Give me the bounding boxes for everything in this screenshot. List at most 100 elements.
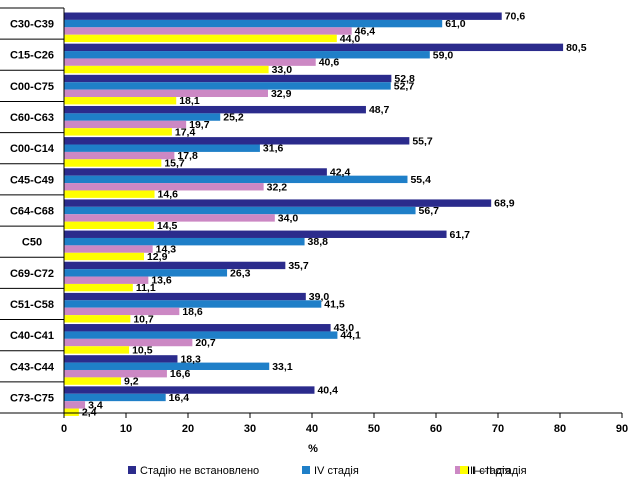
bar	[64, 276, 149, 284]
data-label: 18,1	[179, 95, 200, 107]
data-label: 59,0	[433, 49, 454, 61]
category-label: C00-C75	[10, 81, 54, 93]
bar	[64, 331, 338, 339]
category-label: C15-C26	[10, 50, 54, 62]
data-label: 18,3	[180, 353, 201, 365]
legend-label: IV стадія	[314, 465, 359, 477]
bar	[64, 89, 268, 98]
legend-label: Стадію не встановлено	[140, 465, 259, 477]
bar	[64, 74, 392, 83]
data-label: 14,5	[157, 220, 178, 232]
bar	[64, 338, 193, 347]
data-label: 44,1	[340, 330, 361, 342]
bar	[64, 283, 133, 292]
bar	[64, 58, 316, 66]
bar	[64, 34, 337, 43]
bar	[64, 43, 564, 52]
category-label: C64-C68	[10, 206, 54, 218]
data-label: 55,4	[410, 174, 431, 186]
bar	[64, 401, 86, 409]
x-tick-label: 10	[120, 423, 132, 435]
bar	[64, 269, 228, 277]
bar	[64, 168, 327, 176]
bar	[64, 355, 178, 363]
data-label: 32,2	[267, 181, 288, 193]
data-label: 3,4	[88, 399, 103, 411]
data-label: 52,7	[394, 80, 415, 92]
bar	[64, 315, 131, 323]
bar	[64, 190, 155, 198]
bar	[64, 159, 162, 167]
bar	[64, 97, 177, 105]
bar	[64, 362, 270, 370]
x-axis: 0 10 20 30 40 50 60 70 80 90	[61, 8, 628, 435]
data-label: 9,2	[124, 376, 139, 388]
category-label: C00-C14	[10, 143, 55, 155]
data-label: 38,8	[308, 236, 329, 248]
data-label: 20,7	[195, 337, 216, 349]
data-label: 40,6	[319, 57, 340, 69]
bar	[64, 82, 391, 90]
bar	[64, 221, 154, 230]
x-tick-label: 50	[368, 423, 380, 435]
data-label: 17,8	[177, 150, 198, 162]
data-label: 25,2	[223, 112, 244, 124]
data-label: 70,6	[505, 11, 526, 23]
bar	[64, 51, 430, 59]
category-label: C73-C75	[10, 392, 54, 404]
data-label: 68,9	[494, 198, 515, 210]
bar	[64, 199, 492, 207]
data-label: 44,0	[340, 33, 361, 45]
category-label: C30-C39	[10, 19, 54, 31]
bar	[64, 393, 166, 402]
data-label: 18,6	[182, 306, 203, 318]
data-label: 48,7	[369, 104, 390, 116]
bar	[64, 386, 315, 394]
legend-swatch	[302, 466, 310, 474]
data-label: 55,7	[412, 135, 433, 147]
bar	[64, 245, 153, 253]
data-label: 33,0	[272, 64, 293, 76]
category-label: C69-C72	[10, 268, 54, 280]
bar	[64, 292, 306, 301]
x-tick-label: 90	[616, 423, 628, 435]
data-label: 80,5	[566, 42, 587, 54]
bar	[64, 408, 79, 416]
bar	[64, 252, 144, 261]
data-label: 12,9	[147, 251, 168, 263]
data-label: 56,7	[419, 205, 440, 217]
bar	[64, 105, 366, 114]
data-label: 43,0	[334, 322, 355, 334]
legend-swatch	[460, 466, 468, 474]
data-label: 10,7	[133, 313, 154, 325]
legend-label: III стадія	[467, 465, 511, 477]
bar	[64, 27, 352, 35]
x-tick-label: 0	[61, 423, 67, 435]
data-label: 15,7	[164, 158, 185, 170]
bar	[64, 120, 187, 129]
data-label: 17,4	[175, 126, 196, 138]
data-label: 33,1	[272, 361, 293, 373]
x-tick-label: 80	[554, 423, 566, 435]
data-label: 61,7	[450, 229, 471, 241]
data-label: 26,3	[230, 267, 251, 279]
bar	[64, 346, 130, 354]
bar	[64, 65, 269, 74]
data-label: 40,4	[317, 385, 338, 397]
bar	[64, 324, 331, 332]
bar	[64, 369, 167, 378]
bar	[64, 151, 175, 160]
x-tick-label: 60	[430, 423, 442, 435]
data-label: 13,6	[151, 275, 172, 287]
category-label: C43-C44	[10, 361, 55, 373]
x-axis-title: %	[308, 443, 318, 455]
data-label: 52,8	[394, 73, 415, 85]
data-label: 61,0	[445, 18, 466, 30]
data-label: 46,4	[355, 26, 376, 38]
data-label: 31,6	[263, 143, 284, 155]
category-label: C60-C63	[10, 112, 54, 124]
data-label: 16,6	[170, 368, 191, 380]
data-label: 11,1	[136, 282, 156, 294]
value-labels: 70,6 61,0 46,444,0 80,5 59,0 40,6 33,0 52,852,7…	[82, 11, 587, 419]
